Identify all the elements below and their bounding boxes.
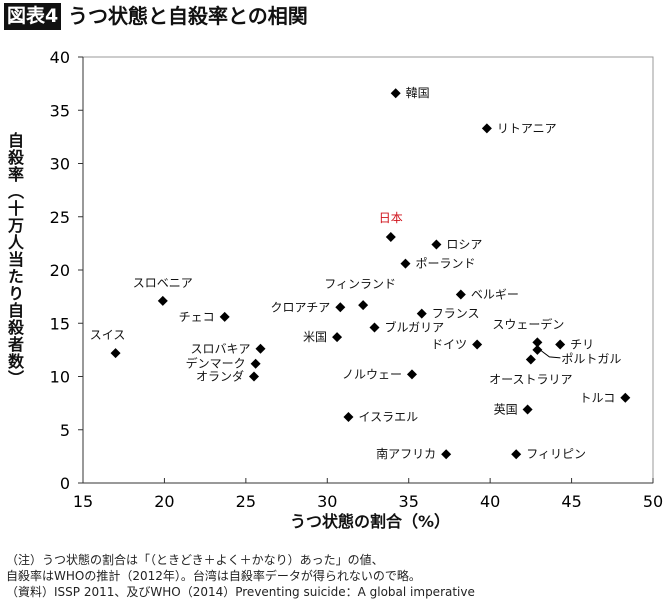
point-label: トルコ xyxy=(580,391,616,405)
x-tick-label: 50 xyxy=(643,492,663,511)
data-point xyxy=(110,348,121,359)
point-label: 日本 xyxy=(379,211,403,225)
data-point xyxy=(400,258,411,269)
point-label: ノルウェー xyxy=(342,367,402,381)
x-axis-label: うつ状態の割合（%） xyxy=(289,512,451,531)
point-label: デンマーク xyxy=(186,356,246,371)
point-label: クロアチア xyxy=(271,300,331,314)
data-point xyxy=(522,404,533,415)
data-point xyxy=(343,411,354,422)
x-tick-label: 30 xyxy=(317,492,337,511)
data-point xyxy=(406,369,417,380)
data-point xyxy=(620,392,631,403)
data-point xyxy=(416,308,427,319)
y-tick-label: 5 xyxy=(60,421,70,440)
data-point xyxy=(385,231,396,242)
point-label: フィンランド xyxy=(324,277,396,291)
data-point xyxy=(255,343,266,354)
point-label: ドイツ xyxy=(431,338,467,352)
point-label: オランダ xyxy=(196,369,244,384)
figure-badge: 図表4 xyxy=(4,3,62,30)
data-point xyxy=(332,332,343,343)
note-line-1: （注）うつ状態の割合は「（ときどき＋よく＋かなり）あった」の値、 xyxy=(6,553,384,567)
point-label: 南アフリカ xyxy=(376,446,436,461)
point-label: 英国 xyxy=(494,403,518,417)
y-tick-label: 30 xyxy=(50,155,70,174)
data-point xyxy=(250,358,261,369)
data-point xyxy=(157,295,168,306)
y-tick-label: 20 xyxy=(50,261,70,280)
data-point xyxy=(369,322,380,333)
point-label: 米国 xyxy=(303,330,327,344)
data-point xyxy=(481,123,492,134)
point-label: スロバキア xyxy=(190,342,250,356)
leader-line xyxy=(541,350,561,359)
point-label: ポーランド xyxy=(415,257,475,271)
point-label: オーストラリア xyxy=(489,372,572,386)
point-label: チリ xyxy=(570,338,594,352)
point-label: フィリピン xyxy=(526,447,586,461)
data-point xyxy=(525,354,536,365)
x-tick-label: 40 xyxy=(480,492,500,511)
y-tick-label: 0 xyxy=(60,474,70,493)
data-point xyxy=(472,339,483,350)
point-label: フランス xyxy=(432,307,480,321)
point-label: スウェーデン xyxy=(492,316,564,331)
source-line: （資料）ISSP 2011、及びWHO（2014）Preventing suic… xyxy=(6,585,475,599)
data-point xyxy=(390,88,401,99)
point-label: 韓国 xyxy=(406,86,430,100)
x-tick-label: 35 xyxy=(399,492,419,511)
x-tick-label: 45 xyxy=(561,492,581,511)
y-axis-label: 自殺率（十万人当たり自殺者数） xyxy=(5,132,24,387)
data-point xyxy=(431,239,442,250)
data-point xyxy=(249,371,259,382)
data-point xyxy=(555,339,566,350)
x-tick-label: 15 xyxy=(73,492,93,511)
data-point xyxy=(358,300,369,311)
x-tick-label: 25 xyxy=(236,492,256,511)
y-tick-label: 40 xyxy=(50,48,70,67)
point-label: ポルトガル xyxy=(561,352,621,366)
point-label: ブルガリア xyxy=(385,320,445,335)
y-tick-label: 35 xyxy=(50,101,70,120)
data-point xyxy=(511,449,522,460)
data-point xyxy=(532,337,543,348)
data-point xyxy=(532,344,543,355)
data-point xyxy=(335,302,346,313)
note-line-2: 自殺率はWHOの推計（2012年）。台湾は自殺率データが得られないので略。 xyxy=(6,569,421,583)
point-label: ベルギー xyxy=(471,287,519,301)
point-label: スイス xyxy=(90,328,126,342)
y-tick-label: 10 xyxy=(50,368,70,387)
x-tick-label: 20 xyxy=(154,492,174,511)
point-label: ロシア xyxy=(446,237,482,251)
y-tick-label: 25 xyxy=(50,208,70,227)
data-point xyxy=(441,449,452,460)
point-label: チェコ xyxy=(179,310,215,324)
y-tick-label: 15 xyxy=(50,314,70,333)
point-label: イスラエル xyxy=(358,410,418,424)
figure-title: うつ状態と自殺率との相関 xyxy=(68,4,308,28)
point-label: スロベニア xyxy=(133,276,193,290)
point-label: リトアニア xyxy=(497,121,557,135)
data-point xyxy=(455,289,466,300)
data-point xyxy=(219,311,230,322)
